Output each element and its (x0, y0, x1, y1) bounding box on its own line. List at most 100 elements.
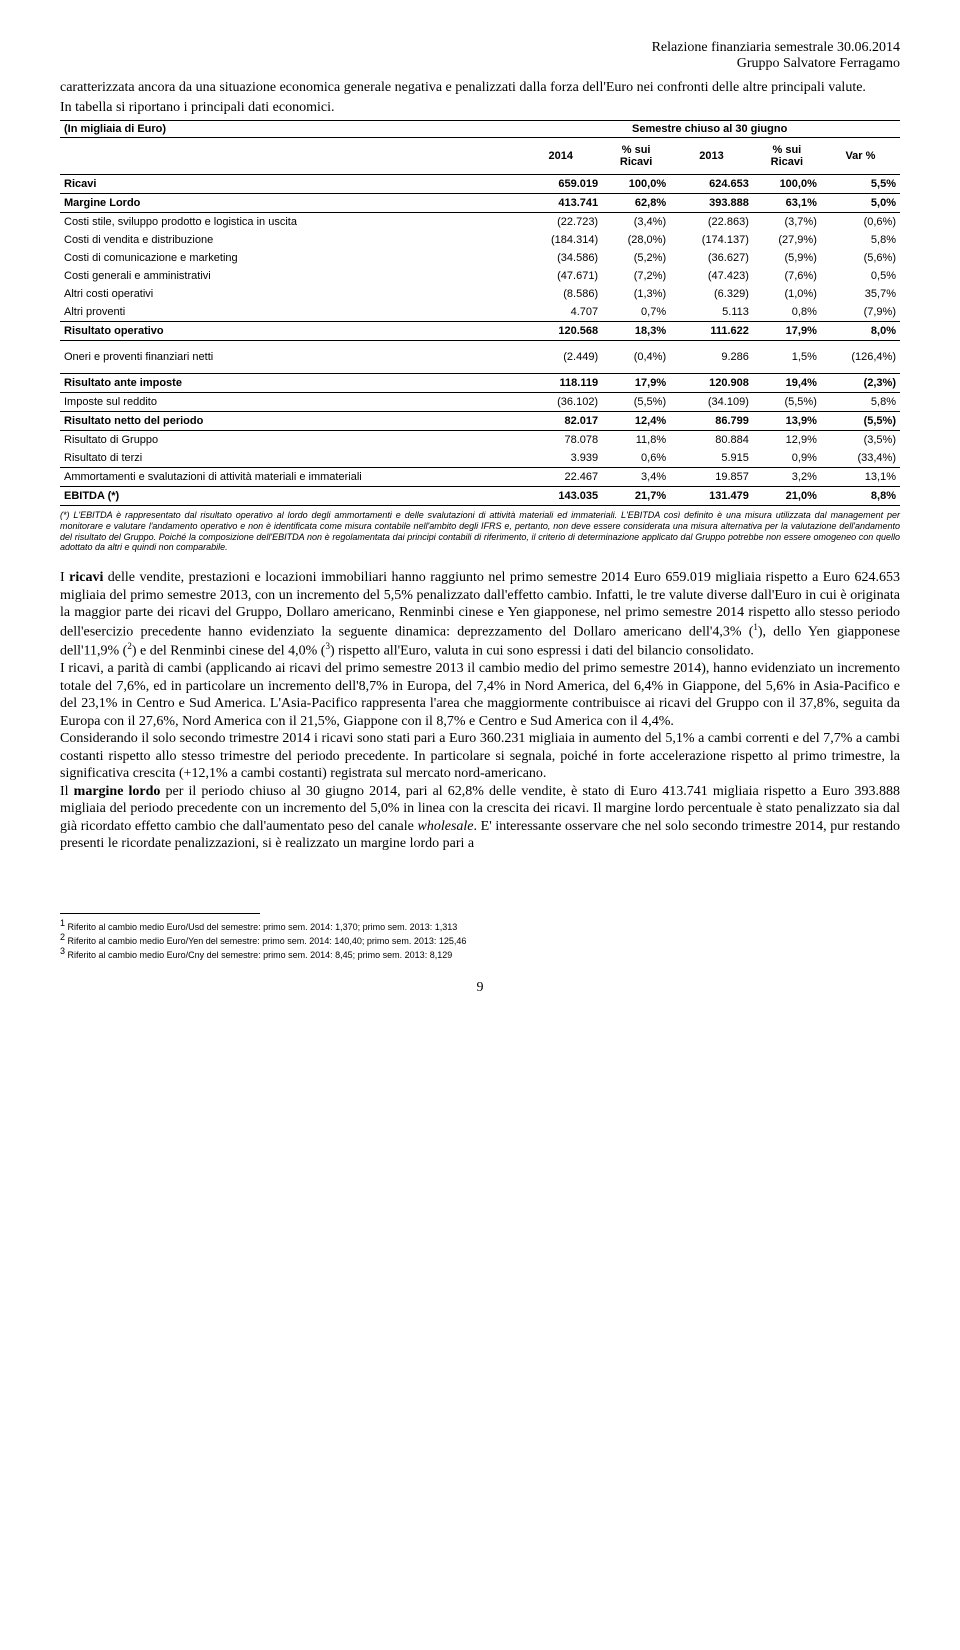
table-row: Risultato di Gruppo78.07811,8%80.88412,9… (60, 431, 900, 450)
table-row: Oneri e proventi finanziari netti(2.449)… (60, 341, 900, 374)
row-cell: 3,4% (602, 468, 670, 487)
row-label: Margine Lordo (60, 194, 519, 213)
doc-header: Relazione finanziaria semestrale 30.06.2… (60, 40, 900, 72)
row-label: Costi di vendita e distribuzione (60, 231, 519, 249)
row-cell: 9.286 (670, 341, 753, 374)
row-cell: (184.314) (519, 231, 602, 249)
row-cell: 22.467 (519, 468, 602, 487)
table-row: Margine Lordo413.74162,8%393.88863,1%5,0… (60, 194, 900, 213)
row-cell: (36.627) (670, 249, 753, 267)
row-label: Ammortamenti e svalutazioni di attività … (60, 468, 519, 487)
row-cell: 3,2% (753, 468, 821, 487)
row-label: Risultato netto del periodo (60, 412, 519, 431)
row-cell: 11,8% (602, 431, 670, 450)
row-cell: (34.586) (519, 249, 602, 267)
page-number: 9 (60, 980, 900, 996)
table-row: Risultato operativo120.56818,3%111.62217… (60, 322, 900, 341)
row-label: Altri costi operativi (60, 285, 519, 303)
row-cell: (47.671) (519, 267, 602, 285)
bottom-footnotes: 1 Riferito al cambio medio Euro/Usd del … (60, 918, 900, 960)
row-cell: 86.799 (670, 412, 753, 431)
row-cell: 21,7% (602, 487, 670, 506)
row-cell: (5,2%) (602, 249, 670, 267)
row-cell: (3,4%) (602, 213, 670, 232)
table-row: Imposte sul reddito(36.102)(5,5%)(34.109… (60, 393, 900, 412)
row-cell: 19,4% (753, 374, 821, 393)
row-label: Risultato ante imposte (60, 374, 519, 393)
row-cell: 100,0% (753, 175, 821, 194)
row-cell: 1,5% (753, 341, 821, 374)
row-cell: (5,9%) (753, 249, 821, 267)
row-cell: 118.119 (519, 374, 602, 393)
row-cell: (7,6%) (753, 267, 821, 285)
row-cell: 5,8% (821, 231, 900, 249)
table-title-row: (In migliaia di Euro) Semestre chiuso al… (60, 121, 900, 138)
row-cell: 8,0% (821, 322, 900, 341)
row-cell: (0,4%) (602, 341, 670, 374)
row-label: Costi di comunicazione e marketing (60, 249, 519, 267)
row-cell: 18,3% (602, 322, 670, 341)
row-cell: (7,9%) (821, 303, 900, 322)
col-var: Var % (821, 138, 900, 175)
row-label: Altri proventi (60, 303, 519, 322)
row-cell: 413.741 (519, 194, 602, 213)
table-header-row: 2014 % sui Ricavi 2013 % sui Ricavi Var … (60, 138, 900, 175)
row-label: Imposte sul reddito (60, 393, 519, 412)
header-line1: Relazione finanziaria semestrale 30.06.2… (652, 40, 900, 55)
row-cell: 17,9% (753, 322, 821, 341)
table-title-left: (In migliaia di Euro) (60, 121, 519, 138)
row-cell: 21,0% (753, 487, 821, 506)
row-cell: (8.586) (519, 285, 602, 303)
table-row: EBITDA (*)143.03521,7%131.47921,0%8,8% (60, 487, 900, 506)
row-cell: (5,5%) (602, 393, 670, 412)
row-label: Costi stile, sviluppo prodotto e logisti… (60, 213, 519, 232)
row-cell: 131.479 (670, 487, 753, 506)
intro-p1: caratterizzata ancora da una situazione … (60, 80, 900, 96)
row-cell: 0,6% (602, 449, 670, 468)
footnote-separator (60, 913, 260, 914)
row-cell: (1,3%) (602, 285, 670, 303)
row-cell: 63,1% (753, 194, 821, 213)
row-cell: 111.622 (670, 322, 753, 341)
row-cell: (174.137) (670, 231, 753, 249)
financial-table: (In migliaia di Euro) Semestre chiuso al… (60, 120, 900, 506)
row-cell: (0,6%) (821, 213, 900, 232)
row-cell: 19.857 (670, 468, 753, 487)
row-cell: 120.568 (519, 322, 602, 341)
row-cell: 4.707 (519, 303, 602, 322)
row-cell: (27,9%) (753, 231, 821, 249)
row-cell: 0,7% (602, 303, 670, 322)
row-cell: 17,9% (602, 374, 670, 393)
row-cell: 78.078 (519, 431, 602, 450)
row-label: Risultato di terzi (60, 449, 519, 468)
row-cell: (5,6%) (821, 249, 900, 267)
row-cell: (34.109) (670, 393, 753, 412)
row-cell: (22.863) (670, 213, 753, 232)
row-cell: 659.019 (519, 175, 602, 194)
table-footnote: (*) L'EBITDA è rappresentato dal risulta… (60, 510, 900, 553)
row-cell: (36.102) (519, 393, 602, 412)
row-cell: 624.653 (670, 175, 753, 194)
row-cell: (33,4%) (821, 449, 900, 468)
row-cell: 0,8% (753, 303, 821, 322)
row-cell: 8,8% (821, 487, 900, 506)
body-p4: Il margine lordo per il periodo chiuso a… (60, 783, 900, 853)
row-cell: 5.915 (670, 449, 753, 468)
row-cell: (5,5%) (821, 412, 900, 431)
col-pct2: % sui Ricavi (753, 138, 821, 175)
table-row: Ricavi659.019100,0%624.653100,0%5,5% (60, 175, 900, 194)
row-cell: 13,1% (821, 468, 900, 487)
intro-p2: In tabella si riportano i principali dat… (60, 100, 900, 116)
row-cell: 120.908 (670, 374, 753, 393)
row-cell: (2,3%) (821, 374, 900, 393)
row-cell: 143.035 (519, 487, 602, 506)
row-cell: 13,9% (753, 412, 821, 431)
row-cell: 100,0% (602, 175, 670, 194)
body-p1: I ricavi delle vendite, prestazioni e lo… (60, 569, 900, 660)
row-cell: (3,7%) (753, 213, 821, 232)
table-row: Altri proventi4.7070,7%5.1130,8%(7,9%) (60, 303, 900, 322)
table-row: Altri costi operativi(8.586)(1,3%)(6.329… (60, 285, 900, 303)
row-cell: (22.723) (519, 213, 602, 232)
row-label: Risultato di Gruppo (60, 431, 519, 450)
row-cell: 0,9% (753, 449, 821, 468)
